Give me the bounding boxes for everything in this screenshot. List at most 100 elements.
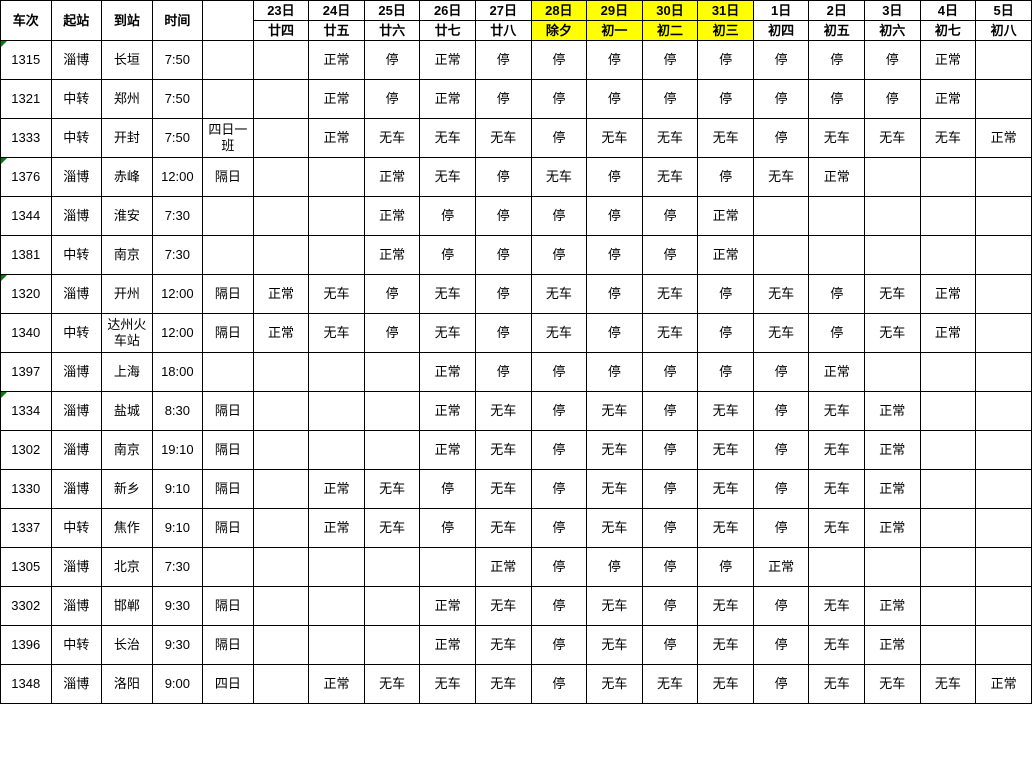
cell-day: 正常 [865, 587, 921, 626]
cell-no: 1396 [1, 626, 52, 665]
cell-day [253, 80, 309, 119]
cell-day: 停 [642, 197, 698, 236]
cell-day: 无车 [587, 470, 643, 509]
cell-day [809, 197, 865, 236]
cell-from: 淄博 [51, 470, 102, 509]
cell-day: 无车 [642, 158, 698, 197]
cell-from: 中转 [51, 626, 102, 665]
header-day-5: 28日 [531, 1, 587, 21]
cell-note: 隔日 [203, 392, 254, 431]
cell-day: 停 [475, 236, 531, 275]
cell-time: 9:30 [152, 626, 203, 665]
cell-day: 停 [475, 314, 531, 353]
cell-day: 停 [753, 392, 809, 431]
cell-from: 淄博 [51, 665, 102, 704]
cell-time: 9:10 [152, 470, 203, 509]
cell-day: 无车 [587, 119, 643, 158]
cell-note [203, 41, 254, 80]
cell-from: 淄博 [51, 587, 102, 626]
table-row: 1305淄博北京7:30正常停停停停正常 [1, 548, 1032, 587]
cell-day: 无车 [865, 314, 921, 353]
cell-day: 正常 [865, 470, 921, 509]
cell-day: 停 [642, 431, 698, 470]
cell-day [364, 587, 420, 626]
cell-to: 长垣 [102, 41, 153, 80]
cell-day: 正常 [420, 41, 476, 80]
header-day-7: 30日 [642, 1, 698, 21]
cell-day [309, 236, 365, 275]
cell-day: 停 [698, 548, 754, 587]
cell-day: 正常 [809, 158, 865, 197]
header-lunar-11: 初六 [865, 21, 921, 41]
cell-day: 无车 [587, 392, 643, 431]
header-fixed-4 [203, 1, 254, 41]
table-row: 1348淄博洛阳9:00四日正常无车无车无车停无车无车无车停无车无车无车正常 [1, 665, 1032, 704]
cell-no: 1305 [1, 548, 52, 587]
cell-no: 1337 [1, 509, 52, 548]
cell-day: 无车 [587, 587, 643, 626]
header-day-9: 1日 [753, 1, 809, 21]
cell-day [364, 431, 420, 470]
cell-day: 正常 [420, 353, 476, 392]
cell-day [976, 509, 1032, 548]
cell-from: 淄博 [51, 197, 102, 236]
cell-day: 无车 [698, 392, 754, 431]
header-day-6: 29日 [587, 1, 643, 21]
cell-day: 无车 [475, 587, 531, 626]
header-lunar-8: 初三 [698, 21, 754, 41]
cell-day: 停 [531, 626, 587, 665]
cell-day [865, 236, 921, 275]
cell-day [309, 587, 365, 626]
cell-day [920, 236, 976, 275]
cell-day [309, 353, 365, 392]
cell-day: 停 [475, 275, 531, 314]
cell-day [309, 392, 365, 431]
cell-day: 停 [475, 80, 531, 119]
header-lunar-7: 初二 [642, 21, 698, 41]
cell-day: 无车 [698, 119, 754, 158]
header-day-12: 4日 [920, 1, 976, 21]
cell-day [253, 41, 309, 80]
cell-note: 隔日 [203, 158, 254, 197]
cell-day: 停 [753, 665, 809, 704]
cell-to: 开州 [102, 275, 153, 314]
header-day-1: 24日 [309, 1, 365, 21]
cell-day [809, 548, 865, 587]
cell-note: 隔日 [203, 314, 254, 353]
cell-day [976, 587, 1032, 626]
cell-no: 1321 [1, 80, 52, 119]
cell-from: 淄博 [51, 548, 102, 587]
cell-day: 无车 [475, 470, 531, 509]
cell-day: 无车 [809, 509, 865, 548]
cell-note: 四日一班 [203, 119, 254, 158]
cell-day: 停 [809, 275, 865, 314]
cell-day: 无车 [420, 158, 476, 197]
cell-day: 停 [698, 41, 754, 80]
cell-from: 淄博 [51, 275, 102, 314]
cell-day [865, 353, 921, 392]
schedule-table: 车次起站到站时间23日24日25日26日27日28日29日30日31日1日2日3… [0, 0, 1032, 704]
cell-day: 无车 [698, 665, 754, 704]
cell-day: 正常 [698, 197, 754, 236]
cell-day [920, 587, 976, 626]
table-row: 1340中转达州火车站12:00隔日正常无车停无车停无车停无车停无车停无车正常 [1, 314, 1032, 353]
cell-from: 淄博 [51, 353, 102, 392]
cell-day: 无车 [865, 275, 921, 314]
cell-day [976, 158, 1032, 197]
cell-day: 无车 [920, 119, 976, 158]
cell-day: 停 [475, 353, 531, 392]
cell-day: 无车 [475, 392, 531, 431]
cell-day: 无车 [698, 587, 754, 626]
cell-day: 停 [531, 665, 587, 704]
cell-time: 7:30 [152, 197, 203, 236]
cell-day: 无车 [809, 587, 865, 626]
cell-day: 无车 [920, 665, 976, 704]
cell-day [309, 626, 365, 665]
cell-day: 无车 [420, 665, 476, 704]
cell-day [920, 353, 976, 392]
cell-day: 正常 [420, 80, 476, 119]
cell-day: 无车 [531, 158, 587, 197]
cell-day: 停 [753, 353, 809, 392]
cell-day: 正常 [364, 158, 420, 197]
cell-day: 无车 [809, 431, 865, 470]
